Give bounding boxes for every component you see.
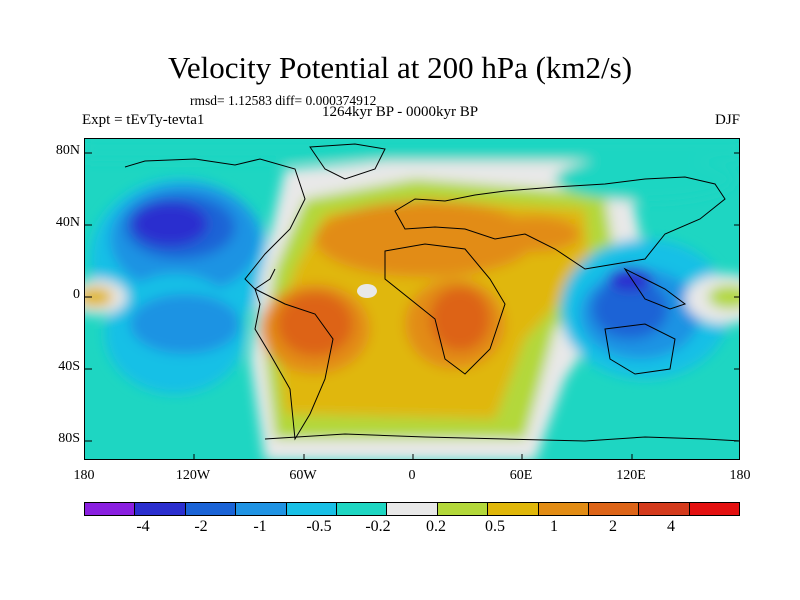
colorbar-segment	[286, 503, 337, 515]
colorbar-segment	[135, 503, 186, 515]
experiment-label: Expt = tEvTy-tevta1	[82, 112, 205, 128]
colorbar-label: -0.2	[365, 518, 391, 535]
season-label: DJF	[714, 112, 740, 128]
colorbar-segment	[588, 503, 640, 515]
colorbar-segment	[437, 503, 489, 515]
colorbar-label: 0.5	[485, 518, 505, 535]
colorbar-label: -2	[194, 518, 208, 535]
lon-label-60e: 60E	[509, 468, 533, 483]
colorbar-label: 0.2	[426, 518, 446, 535]
colorbar-segment	[488, 503, 539, 515]
colorbar-segment	[336, 503, 388, 515]
lat-label-80n: 80N	[55, 143, 80, 158]
plot-title: Velocity Potential at 200 hPa (km2/s)	[167, 50, 633, 85]
contour-fill	[85, 139, 739, 459]
colorbar	[84, 502, 740, 516]
map-panel	[84, 138, 740, 460]
colorbar-segment	[185, 503, 237, 515]
colorbar-label: 1	[550, 518, 558, 535]
colorbar-label: -0.5	[306, 518, 332, 535]
colorbar-label: -4	[136, 518, 150, 535]
colorbar-segment	[387, 503, 438, 515]
stats-subtitle: rmsd= 1.12583 diff= 0.000374912	[190, 93, 377, 108]
lon-label-60w: 60W	[289, 468, 317, 483]
colorbar-segment	[689, 503, 740, 515]
lat-label-40s: 40S	[58, 359, 80, 374]
lon-label-120w: 120W	[175, 468, 211, 483]
lat-ticks	[85, 152, 739, 442]
lat-label-40n: 40N	[55, 215, 80, 230]
colorbar-segment	[538, 503, 589, 515]
lon-label-180e: 180	[729, 468, 751, 483]
lat-label-80s: 80S	[58, 431, 80, 446]
colorbar-segment	[236, 503, 287, 515]
colorbar-segment	[639, 503, 690, 515]
lon-ticks	[193, 454, 633, 459]
colorbar-label: 2	[609, 518, 617, 535]
period-subtitle: 1264kyr BP - 0000kyr BP	[322, 104, 479, 120]
velocity-potential-map	[85, 139, 739, 459]
lat-label-eq: 0	[73, 287, 80, 302]
lon-label-180w: 180	[73, 468, 95, 483]
colorbar-segment	[85, 503, 136, 515]
colorbar-label: -1	[253, 518, 267, 535]
lon-label-120e: 120E	[616, 468, 646, 483]
lon-label-0: 0	[408, 468, 416, 483]
coastlines	[124, 143, 739, 442]
colorbar-label: 4	[667, 518, 675, 535]
field-hole	[357, 284, 377, 298]
